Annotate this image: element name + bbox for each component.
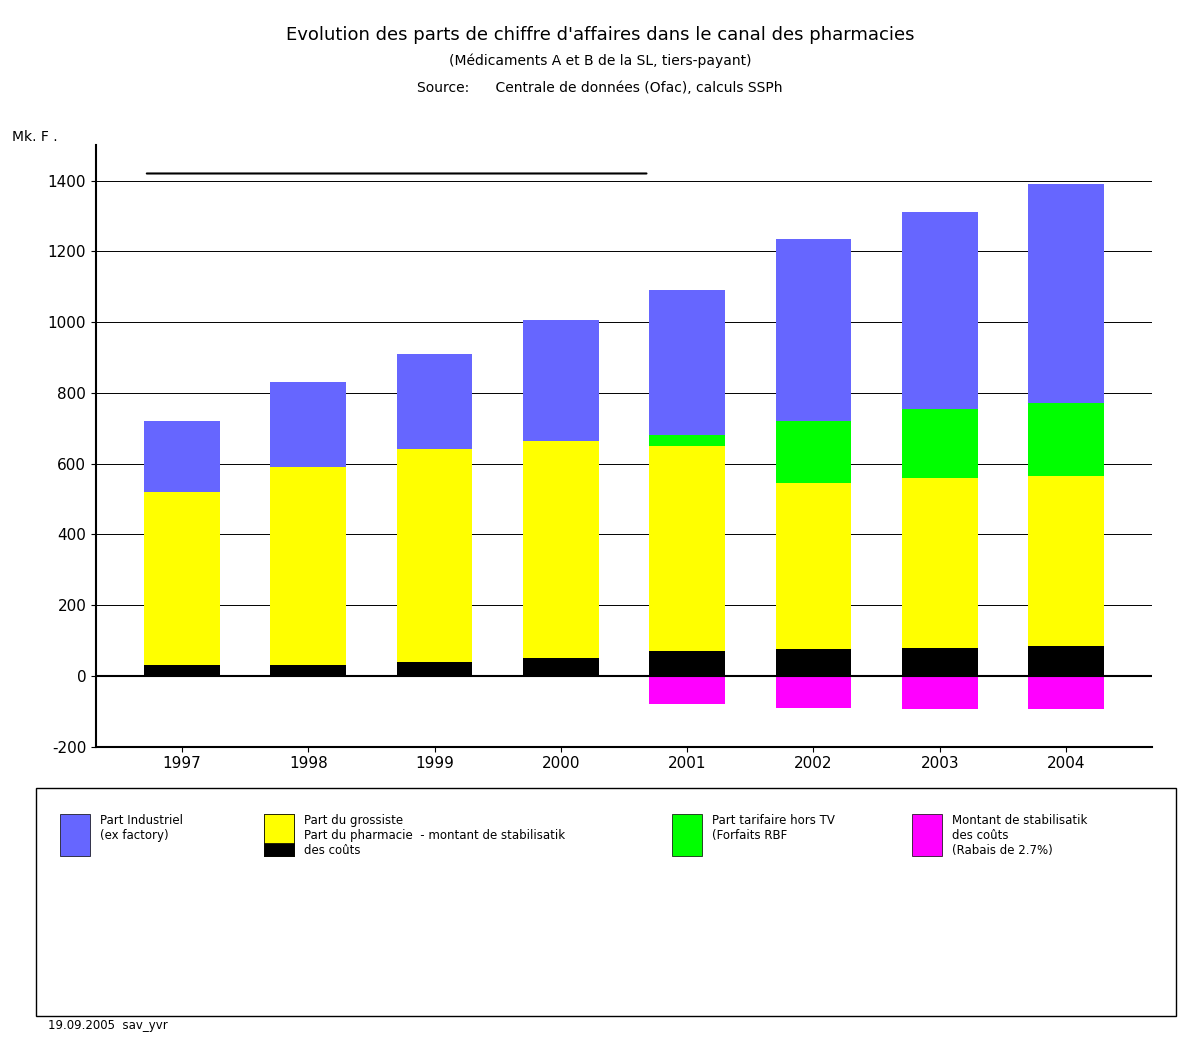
Bar	[144, 666, 220, 676]
Bar	[523, 320, 599, 676]
Bar	[397, 449, 473, 662]
Text: Mk. F .: Mk. F .	[12, 130, 58, 144]
Bar	[1028, 476, 1104, 646]
Text: Evolution des parts de chiffre d'affaires dans le canal des pharmacies: Evolution des parts de chiffre d'affaire…	[286, 26, 914, 44]
Bar	[1028, 403, 1104, 476]
Bar	[397, 354, 473, 676]
Text: Part du grossiste
Part du pharmacie  - montant de stabilisatik
des coûts: Part du grossiste Part du pharmacie - mo…	[304, 814, 565, 857]
Bar	[775, 421, 851, 483]
Bar	[902, 647, 978, 676]
Bar	[902, 409, 978, 478]
Bar	[397, 662, 473, 676]
Bar	[523, 441, 599, 658]
Bar	[902, 478, 978, 647]
Bar	[649, 446, 725, 651]
Bar	[144, 492, 220, 666]
Bar	[775, 239, 851, 676]
Bar	[775, 483, 851, 649]
Bar	[144, 421, 220, 676]
Bar	[649, 651, 725, 676]
Bar	[649, 290, 725, 676]
Bar	[1028, 676, 1104, 709]
Text: Part Industriel
(ex factory): Part Industriel (ex factory)	[100, 814, 182, 842]
Bar	[523, 658, 599, 676]
Bar	[270, 383, 346, 676]
Bar	[649, 676, 725, 704]
Text: Montant de stabilisatik
des coûts
(Rabais de 2.7%): Montant de stabilisatik des coûts (Rabai…	[952, 814, 1087, 857]
Bar	[270, 666, 346, 676]
Bar	[775, 676, 851, 707]
Text: 19.09.2005  sav_yvr: 19.09.2005 sav_yvr	[48, 1018, 168, 1032]
Bar	[649, 436, 725, 446]
Bar	[1028, 185, 1104, 676]
Bar	[902, 676, 978, 709]
Text: Source:      Centrale de données (Ofac), calculs SSPh: Source: Centrale de données (Ofac), calc…	[418, 81, 782, 95]
Bar	[270, 467, 346, 666]
Text: Part tarifaire hors TV
(Forfaits RBF: Part tarifaire hors TV (Forfaits RBF	[712, 814, 834, 842]
Bar	[902, 213, 978, 676]
Text: (Médicaments A et B de la SL, tiers-payant): (Médicaments A et B de la SL, tiers-paya…	[449, 54, 751, 68]
Bar	[775, 649, 851, 676]
Bar	[1028, 646, 1104, 676]
